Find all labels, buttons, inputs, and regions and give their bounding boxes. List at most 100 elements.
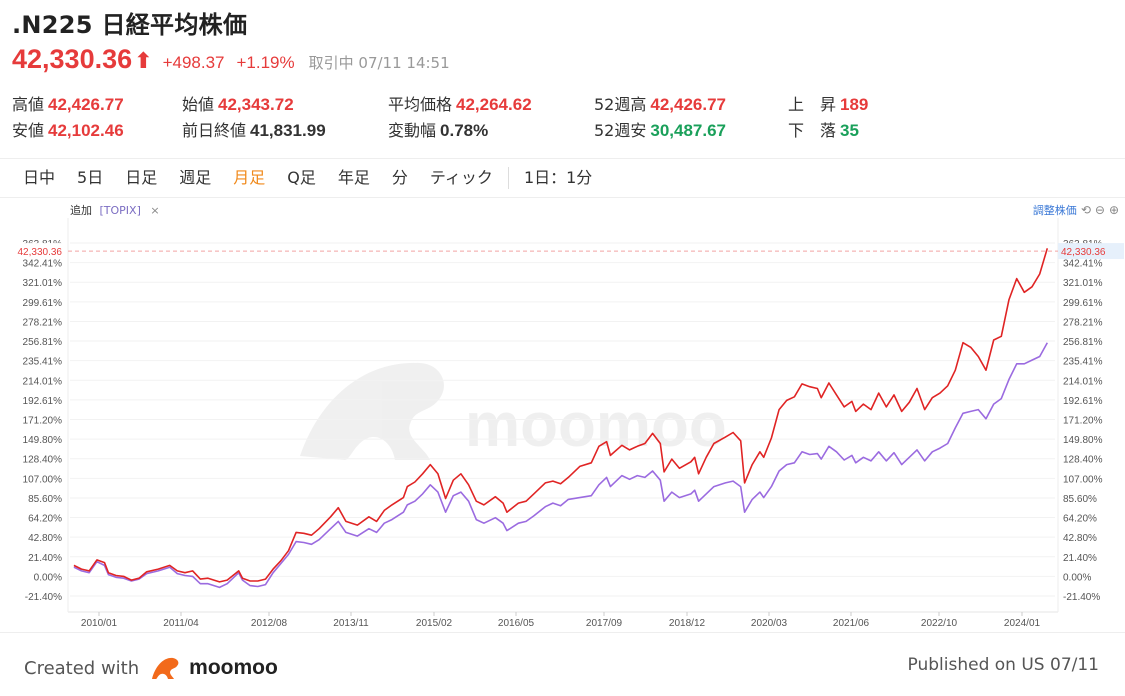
y-tick-label: 342.41%: [23, 259, 63, 270]
price-tag-left-bg: [2, 243, 66, 260]
tab-minute[interactable]: 分: [391, 168, 408, 187]
remove-compare-icon[interactable]: ×: [150, 204, 160, 217]
y-tick-label: 321.01%: [23, 278, 63, 289]
y-tick-label-right: 21.40%: [1063, 553, 1097, 564]
brand-name: moomoo: [189, 656, 278, 679]
zoom-out-icon[interactable]: ⊖: [1094, 203, 1105, 217]
tab-quarterly[interactable]: Q足: [287, 168, 316, 187]
x-tick-label: 2015/02: [416, 618, 453, 629]
price-change-percent: +1.19%: [236, 53, 295, 72]
stat-value: 42,343.72: [218, 95, 294, 114]
stat-open: 始値 42,343.72: [182, 92, 294, 118]
tab-intraday[interactable]: 日中: [23, 168, 56, 187]
price-tag-right-bg: [1058, 243, 1124, 260]
series-group: [73, 248, 1049, 589]
chart-area: moomoo 363.81%342.41%321.01%299.61%278.2…: [0, 198, 1125, 632]
add-compare-button[interactable]: 追加: [70, 204, 92, 217]
x-axis: 2010/01 2011/04 2012/08 2013/11 2015/02 2016/…: [81, 612, 1041, 629]
last-price: 42,330.36: [12, 44, 133, 74]
y-tick-label-right: 214.01%: [1063, 376, 1103, 387]
stat-value: 30,487.67: [650, 121, 727, 140]
y-tick-label: 256.81%: [23, 337, 63, 348]
stat-average: 平均価格 42,264.62: [388, 92, 532, 118]
x-tick-label: 2011/04: [163, 618, 199, 629]
stat-high: 高値 42,426.77: [12, 92, 124, 118]
y-tick-label-right: 128.40%: [1063, 455, 1103, 466]
stat-label: 平均価格: [388, 95, 453, 114]
stat-value: 42,426.77: [48, 95, 124, 114]
stat-label: 高値: [12, 95, 45, 114]
moomoo-logo-icon: [152, 657, 179, 679]
stat-advancers: 上 昇 189: [788, 92, 868, 118]
y-axis-right: 363.81%342.41%321.01%299.61%278.21%256.8…: [1063, 239, 1103, 603]
stat-range: 変動幅 0.78%: [388, 118, 488, 144]
created-with: Created with moomoo: [24, 653, 278, 683]
y-tick-label: 299.61%: [23, 298, 63, 309]
moomoo-watermark: moomoo: [300, 362, 727, 460]
compare-tag-topix[interactable]: [TOPIX]: [99, 204, 141, 217]
price-tag-left: 42,330.36: [18, 247, 63, 258]
stat-value: 41,831.99: [250, 121, 326, 140]
stat-label: 52週安: [594, 121, 647, 140]
y-tick-label-right: 149.80%: [1063, 435, 1103, 446]
y-tick-label: 0.00%: [34, 572, 62, 583]
y-tick-label-right: -21.40%: [1063, 592, 1100, 603]
y-tick-label: 107.00%: [23, 474, 63, 485]
y-tick-label-right: 278.21%: [1063, 317, 1103, 328]
watermark-text: moomoo: [465, 391, 727, 460]
y-tick-label-right: 0.00%: [1063, 572, 1091, 583]
y-tick-label-right: 42.80%: [1063, 533, 1097, 544]
stat-value: 189: [840, 95, 869, 114]
y-axis-left: 363.81%342.41%321.01%299.61%278.21%256.8…: [23, 239, 63, 603]
tab-tick[interactable]: ティック: [429, 168, 493, 187]
stats-grid: 高値 42,426.77 安値 42,102.46 始値 42,343.72 前日終値…: [12, 92, 1112, 148]
created-label: Created with: [24, 657, 140, 679]
chart-grid: [67, 218, 1059, 613]
tab-5day[interactable]: 5日: [77, 168, 104, 187]
y-tick-label: 171.20%: [23, 416, 63, 427]
y-tick-label-right: 321.01%: [1063, 278, 1103, 289]
y-tick-label: 214.01%: [23, 376, 63, 387]
stat-52wk-low: 52週安 30,487.67: [594, 118, 726, 144]
stat-low: 安値 42,102.46: [12, 118, 124, 144]
stat-label: 安値: [12, 121, 45, 140]
x-tick-label: 2021/06: [833, 618, 870, 629]
stat-value: 42,426.77: [650, 95, 727, 114]
line-chart[interactable]: moomoo 363.81%342.41%321.01%299.61%278.2…: [0, 198, 1125, 632]
trading-status: 取引中 07/11 14:51: [308, 54, 450, 72]
x-tick-label: 2012/08: [251, 618, 288, 629]
y-tick-label-right: 64.20%: [1063, 514, 1097, 525]
chart-tools: 調整株価 ⟲ ⊖ ⊕: [1033, 202, 1119, 218]
y-tick-label-right: 85.60%: [1063, 494, 1097, 505]
tab-weekly[interactable]: 週足: [179, 168, 212, 187]
stat-value: 42,264.62: [456, 95, 532, 114]
stat-label: 上 昇: [788, 95, 837, 114]
y-tick-label: 149.80%: [23, 435, 63, 446]
stat-52wk-high: 52週高 42,426.77: [594, 92, 726, 118]
x-tick-label: 2024/01: [1004, 618, 1041, 629]
stat-value: 35: [840, 121, 859, 140]
reset-icon[interactable]: ⟲: [1080, 203, 1091, 217]
price-tag-right: 42,330.36: [1061, 247, 1106, 258]
y-tick-label-right: 107.00%: [1063, 474, 1103, 485]
y-tick-label-right: 342.41%: [1063, 259, 1103, 270]
tab-interval-selector[interactable]: 1日：1分: [523, 168, 593, 187]
stat-value: 42,102.46: [48, 121, 124, 140]
published-date: Published on US 07/11: [907, 655, 1099, 675]
y-tick-label: 42.80%: [28, 533, 62, 544]
series-line-n225: [73, 248, 1049, 583]
x-tick-label: 2010/01: [81, 618, 118, 629]
tab-divider: [507, 167, 509, 189]
current-price-line: 42,330.36 42,330.36: [2, 243, 1124, 260]
tab-monthly[interactable]: 月足: [233, 168, 266, 187]
stat-decliners: 下 落 35: [788, 118, 859, 144]
y-tick-label: 64.20%: [28, 514, 62, 525]
tab-yearly[interactable]: 年足: [337, 168, 370, 187]
tab-daily[interactable]: 日足: [125, 168, 158, 187]
stat-label: 下 落: [788, 121, 837, 140]
adjusted-price-toggle[interactable]: 調整株価: [1032, 204, 1077, 217]
y-tick-label: 21.40%: [28, 553, 62, 564]
zoom-in-icon[interactable]: ⊕: [1108, 203, 1119, 217]
x-tick-label: 2016/05: [498, 618, 535, 629]
y-tick-label: 192.61%: [23, 396, 63, 407]
